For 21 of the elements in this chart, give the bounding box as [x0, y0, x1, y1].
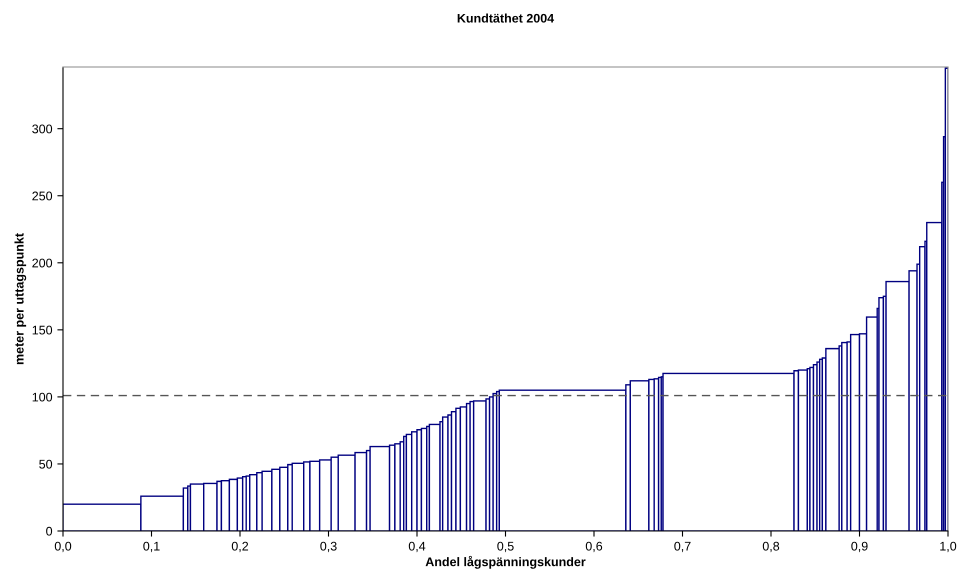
y-tick-label: 150 [32, 326, 52, 334]
x-tick-label: 0,4 [408, 542, 426, 552]
x-tick-label: 0,2 [232, 542, 248, 552]
x-tick-label: 1,0 [940, 542, 956, 552]
y-axis-title: meter per uttagspunkt [14, 233, 26, 364]
y-tick-label: 100 [32, 392, 52, 402]
x-tick-label: 0,8 [762, 542, 780, 552]
x-tick-label: 0,3 [320, 542, 337, 552]
chart-title: Kundtäthet 2004 [458, 13, 554, 23]
x-axis-title: Andel lågspänningskunder [426, 556, 586, 569]
y-tick-label: 250 [32, 192, 52, 200]
x-tick-label: 0,0 [54, 542, 72, 552]
x-tick-label: 0,7 [674, 542, 691, 552]
y-tick-label: 200 [32, 258, 52, 268]
x-tick-label: 0,9 [851, 542, 868, 552]
y-tick-label: 300 [32, 124, 52, 134]
x-tick-label: 0,6 [586, 542, 602, 552]
x-tick-label: 0,1 [143, 542, 160, 552]
y-tick-label: 50 [39, 460, 52, 469]
x-tick-label: 0,5 [497, 542, 514, 552]
y-tick-label: 0 [46, 526, 52, 536]
